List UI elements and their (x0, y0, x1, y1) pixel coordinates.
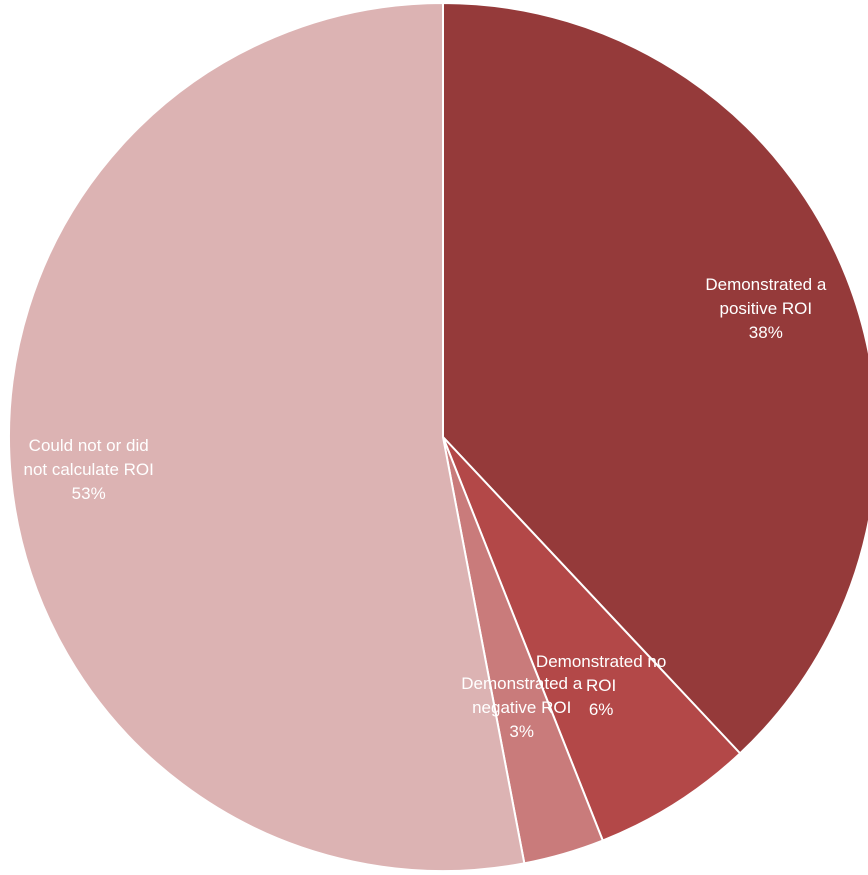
slice-no-roi (442, 436, 742, 842)
slice-not-calculated (8, 2, 526, 872)
pie-slices (8, 2, 868, 872)
slice-positive-roi (442, 2, 868, 755)
